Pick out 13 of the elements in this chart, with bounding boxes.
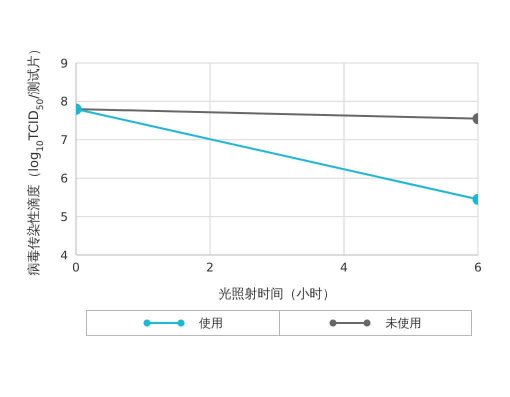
legend-label: 未使用 [385, 314, 422, 332]
y-tick-label: 9 [60, 56, 68, 70]
y-tick-label: 5 [60, 210, 68, 224]
x-tick-label: 0 [72, 260, 80, 275]
y-tick-label: 6 [60, 171, 68, 186]
y-tick-label: 7 [60, 133, 68, 148]
x-tick-label: 2 [206, 260, 214, 275]
x-tick-label: 6 [474, 260, 482, 275]
legend-label: 使用 [198, 314, 223, 332]
x-axis-title: 光照射时间（小时） [218, 287, 336, 302]
x-tick-label: 4 [340, 260, 348, 275]
y-tick-label: 8 [60, 94, 68, 109]
y-tick-label: 4 [60, 248, 68, 262]
